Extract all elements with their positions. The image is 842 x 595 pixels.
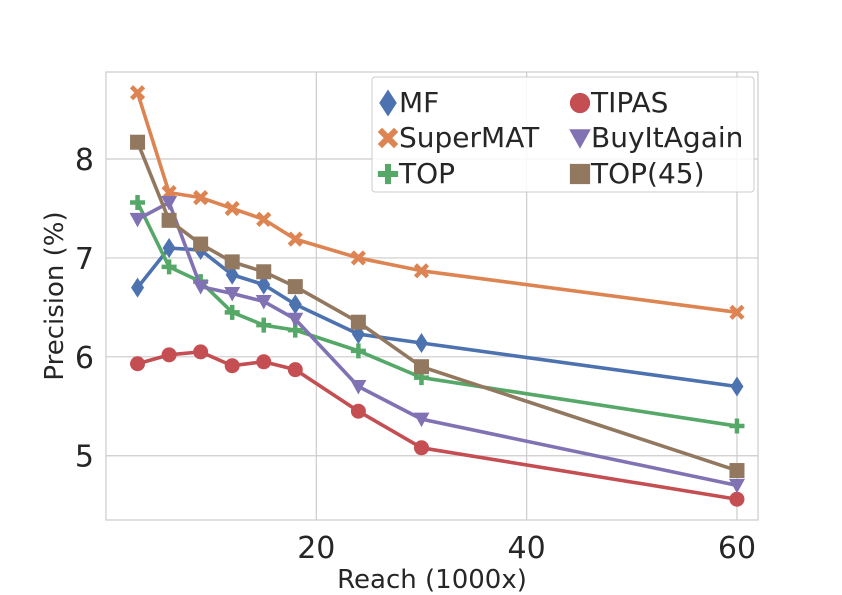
- top-45-point: [193, 236, 209, 252]
- legend-marker: [569, 92, 591, 114]
- top-point: [130, 195, 146, 211]
- mf-point: [730, 376, 744, 397]
- top-point: [256, 317, 272, 333]
- buyitagain-point: [255, 294, 272, 310]
- legend-item-supermat: SuperMAT: [377, 121, 540, 154]
- supermat-point: [413, 263, 430, 279]
- buyitagain-point: [161, 196, 178, 211]
- legend-item-top: TOP: [377, 157, 455, 190]
- legend-label: TIPAS: [590, 86, 668, 119]
- top-45-point: [256, 264, 272, 280]
- top-point: [729, 418, 745, 434]
- supermat-point: [129, 85, 146, 101]
- legend-marker: [377, 127, 399, 149]
- x-tick-label: 60: [718, 531, 756, 566]
- legend-item-tipas: TIPAS: [569, 86, 668, 119]
- legend-marker: [569, 129, 591, 149]
- legend-label: TOP(45): [590, 157, 705, 190]
- supermat-point: [350, 250, 366, 266]
- legend-item-buyitagain: BuyItAgain: [569, 121, 743, 154]
- tick-labels: 20 40 60 5 6 7 8: [75, 143, 756, 566]
- tipas-point: [130, 356, 146, 372]
- top-point: [350, 343, 366, 359]
- mf-point: [162, 238, 176, 259]
- series-layer: [129, 85, 745, 507]
- legend-label: TOP: [398, 157, 455, 190]
- supermat-point: [256, 211, 272, 227]
- series-supermat: [129, 85, 745, 320]
- buyitagain-point: [129, 212, 146, 228]
- tipas-point: [729, 491, 745, 507]
- buyitagain-point: [287, 312, 304, 328]
- series-top-45: [130, 134, 745, 479]
- legend-label: SuperMAT: [399, 121, 540, 154]
- top-point: [161, 259, 177, 275]
- buyitagain-point: [728, 478, 745, 494]
- supermat-point: [224, 200, 240, 217]
- mf-point: [414, 332, 428, 353]
- x-tick-label: 20: [297, 531, 335, 566]
- tipas-point: [287, 362, 303, 378]
- legend-label: MF: [399, 86, 439, 119]
- top-45-point: [287, 279, 303, 295]
- top-45-point: [130, 134, 146, 150]
- mf-point: [225, 264, 239, 285]
- top-45-point: [350, 314, 366, 330]
- buyitagain-point: [413, 412, 430, 428]
- series-buyitagain: [129, 196, 745, 494]
- supermat-point: [729, 304, 745, 320]
- top-45-point: [224, 254, 240, 270]
- mf-point: [257, 274, 271, 295]
- tipas-point: [350, 403, 366, 419]
- x-tick-label: 40: [508, 531, 546, 566]
- legend-marker: [379, 89, 397, 117]
- y-tick-label: 7: [75, 242, 94, 277]
- buyitagain-point: [350, 379, 367, 395]
- x-axis-label: Reach (1000x): [337, 565, 527, 595]
- top-45-point: [729, 463, 745, 479]
- y-tick-label: 6: [75, 341, 94, 376]
- series-mf: [131, 238, 744, 397]
- supermat-point: [193, 190, 209, 206]
- buyitagain-point: [192, 280, 209, 295]
- legend-item-mf: MF: [379, 86, 439, 119]
- mf-point: [288, 294, 302, 315]
- mf-point: [131, 277, 145, 298]
- supermat-point: [287, 231, 303, 247]
- tipas-point: [413, 440, 429, 456]
- tipas-point: [224, 358, 240, 374]
- y-tick-label: 8: [75, 143, 94, 178]
- tipas-point: [193, 344, 209, 360]
- legend-marker: [569, 163, 591, 185]
- tipas-point: [161, 347, 177, 363]
- series-tipas: [130, 344, 745, 507]
- y-tick-label: 5: [75, 440, 94, 475]
- tipas-point: [256, 354, 272, 370]
- top-45-point: [161, 212, 177, 228]
- top-45-point: [413, 359, 429, 375]
- buyitagain-point: [224, 287, 241, 302]
- legend-box: [371, 76, 755, 193]
- legend-label: BuyItAgain: [591, 121, 743, 154]
- legend-item-top-45: TOP(45): [569, 157, 705, 190]
- y-axis-label: Precision (%): [40, 211, 70, 380]
- top-point: [224, 304, 240, 320]
- legend-marker: [377, 163, 399, 185]
- plot-frame: [105, 71, 759, 521]
